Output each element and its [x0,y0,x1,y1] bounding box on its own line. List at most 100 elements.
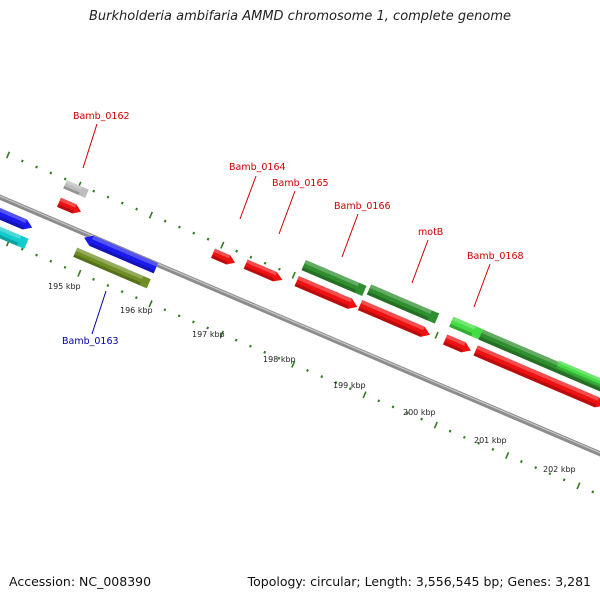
scale-tick [148,211,154,219]
scale-tick [405,411,409,415]
chromosome-backbone [0,194,600,457]
scale-tick [420,417,424,421]
scale-tick [35,253,38,257]
scale-tick [348,387,352,391]
scale-tick [35,165,38,169]
leader-bamb-0162 [82,123,98,169]
scale-tick [377,399,381,403]
scale-label: 196 kbp [120,306,153,315]
scale-tick [148,300,153,308]
gene-label-bamb-0163: Bamb_0163 [62,336,119,347]
scale-tick [5,151,11,159]
scale-tick [92,189,96,193]
gene-red-small-right [442,334,471,353]
scale-tick [548,472,552,476]
scale-tick [134,296,138,300]
gene-motb [366,284,440,324]
scale-tick [505,451,510,460]
scale-label: 200 kbp [403,408,436,417]
gene-label-bamb-0166: Bamb_0166 [334,201,391,212]
scale-tick [434,331,439,339]
scale-tick [433,421,438,429]
scale-label: 202 kbp [543,465,576,474]
genome-summary-text: Topology: circular; Length: 3,556,545 bp… [247,574,591,589]
gene-features [0,180,600,408]
gene-blue-reverse [84,235,159,274]
gene-bamb-0165 [243,259,283,282]
scale-tick [448,429,452,433]
gene-bamb-0162 [63,180,89,198]
scale-label: 197 kbp [192,330,225,339]
scale-tick [49,171,53,175]
scale-tick [291,271,296,279]
scale-tick [591,490,595,494]
gene-label-bamb-0164: Bamb_0164 [229,162,286,173]
scale-tick [106,284,110,287]
scale-tick [234,338,238,342]
scale-tick [20,247,24,251]
scale-tick [562,478,566,482]
map-title: Burkholderia ambifaria AMMD chromosome 1… [88,9,512,24]
scale-tick [278,267,281,271]
gene-cyan-left [0,223,29,249]
scale-tick [219,330,225,338]
scale-tick [106,195,110,199]
gene-label-motb: motB [418,227,443,238]
scale-tick [220,241,225,249]
scale-label: 195 kbp [48,282,81,291]
scale-tick [263,261,267,265]
gene-label-bamb-0165: Bamb_0165 [272,178,329,189]
scale-tick [120,201,124,205]
label-leader-lines [82,123,491,335]
scale-tick [135,207,139,211]
gene-label-bamb-0168: Bamb_0168 [467,251,524,262]
scale-tick [49,259,53,263]
leader-motb [411,239,429,284]
scale-tick [477,441,481,445]
accession-text: Accession: NC_008390 [9,574,152,589]
scale-tick [291,360,296,368]
scale-tick [163,219,167,223]
scale-tick [163,308,167,312]
scale-label: 201 kbp [474,436,507,445]
scale-tick [177,314,181,318]
scale-tick [334,381,338,385]
scale-tick [249,344,252,348]
scale-label: 198 kbp [263,355,296,364]
scale-tick [77,269,82,277]
scale-tick [491,447,495,451]
scale-tick [206,237,210,241]
leader-bamb-0166 [341,213,359,258]
scale-tick [92,277,95,281]
scale-tick [519,460,523,464]
scale-tick [362,391,367,399]
leader-bamb-0163 [91,290,107,335]
leader-bamb-0164 [239,175,257,220]
gene-bamb-0164 [211,248,236,265]
gene-label-bamb-0162: Bamb_0162 [73,111,130,122]
scale-tick [20,159,24,163]
scale-tick [576,482,581,490]
scale-tick [306,368,309,373]
gene-bamb-0168 [449,316,483,340]
scale-tick [277,356,281,360]
gene-bamb-0166 [301,259,367,297]
scale-tick [192,231,196,235]
scale-tick [391,405,395,409]
scale-tick [178,225,181,229]
scale-tick [320,375,324,379]
leader-bamb-0168 [473,263,491,308]
scale-tick [235,249,239,253]
scale-tick [462,435,466,439]
gene-blue-left [0,205,33,230]
gene-red-right [473,345,600,408]
leader-bamb-0165 [278,190,296,235]
scale-tick [206,326,210,330]
scale-tick [249,255,253,259]
gene-red-mid-2 [357,300,430,337]
scale-tick [191,320,195,324]
scale-tick [263,350,267,354]
scale-label: 199 kbp [333,381,366,390]
scale-tick [63,177,67,181]
